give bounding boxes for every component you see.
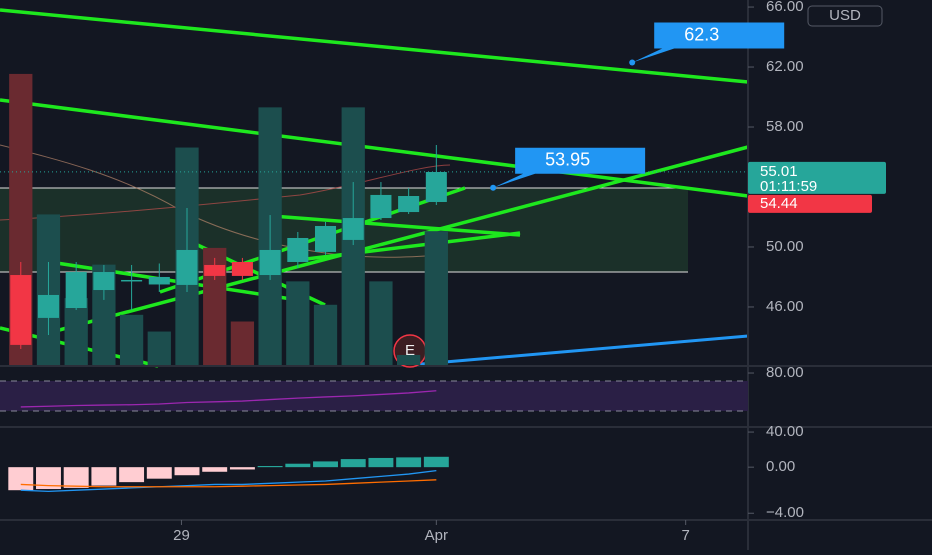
- candle-body: [314, 225, 337, 252]
- marker-price-label: 54.44: [760, 195, 798, 212]
- histogram-bar: [174, 467, 200, 476]
- x-tick-label: 7: [681, 527, 689, 544]
- macd-line: [20, 469, 437, 493]
- histogram-bar: [285, 463, 311, 468]
- last-price-badge: [748, 161, 886, 194]
- callout-label: 53.95: [545, 149, 590, 169]
- candle-body: [121, 279, 143, 282]
- histogram-bar: [257, 466, 283, 468]
- y-tick-label: 50.00: [766, 238, 804, 255]
- candle-body: [342, 218, 364, 240]
- histogram-bar: [313, 461, 338, 468]
- currency-box: [807, 5, 883, 27]
- volume-bar: [286, 281, 310, 365]
- volume-bar: [424, 231, 448, 365]
- candle-body: [425, 172, 447, 202]
- volume-bar: [119, 314, 144, 365]
- countdown: 01:11:59: [760, 178, 817, 195]
- candle-body: [148, 276, 170, 285]
- histogram-bar: [340, 459, 366, 468]
- histogram-bar: [119, 467, 145, 483]
- last-price-label: 55.01: [760, 163, 798, 180]
- volume-bar: [147, 331, 171, 365]
- histogram-bar: [229, 467, 255, 470]
- candle-body: [370, 194, 392, 219]
- marker-price-badge: [748, 194, 872, 213]
- histogram-bar: [63, 467, 89, 488]
- candle-body: [287, 237, 309, 262]
- currency: USD: [829, 7, 861, 24]
- volume-bar: [369, 281, 393, 365]
- candle-body: [259, 249, 281, 276]
- y-tick-label: −4.00: [766, 504, 804, 521]
- candle-body: [65, 272, 87, 309]
- callout-bubble: [632, 22, 785, 63]
- volume-bar: [396, 354, 421, 365]
- candle-body: [204, 264, 226, 276]
- moving-average: [0, 144, 441, 258]
- earnings-label: E: [405, 342, 415, 359]
- y-tick-label: 40.00: [766, 423, 804, 440]
- callout-label: 62.3: [684, 24, 719, 44]
- candle-body: [231, 261, 253, 276]
- signal-line: [20, 479, 437, 488]
- y-tick-label: 58.00: [766, 118, 804, 135]
- candle-body: [398, 195, 420, 213]
- candle-body: [93, 272, 115, 291]
- histogram-bar: [202, 467, 228, 472]
- x-tick-label: 29: [173, 527, 190, 544]
- histogram-bar: [368, 457, 394, 468]
- candle-body: [37, 294, 60, 318]
- volume-bar: [313, 304, 338, 365]
- y-tick-label: 80.00: [766, 364, 804, 381]
- x-tick-label: Apr: [425, 527, 448, 544]
- histogram-bar: [146, 467, 172, 479]
- candle-body: [176, 249, 198, 285]
- candle-body: [10, 275, 32, 345]
- callout-bubble: [493, 147, 646, 188]
- rsi-line: [20, 390, 437, 408]
- rsi-band: [0, 381, 748, 411]
- histogram-bar: [423, 456, 449, 468]
- y-tick-label: 0.00: [766, 458, 795, 475]
- y-tick-label: 46.00: [766, 298, 804, 315]
- volume-bar: [64, 298, 88, 365]
- histogram-bar: [8, 467, 34, 491]
- y-tick-label: 62.00: [766, 58, 804, 75]
- blue-trendline: [409, 334, 749, 367]
- histogram-bar: [36, 467, 61, 490]
- histogram-bar: [91, 467, 117, 486]
- y-tick-label: 66.00: [766, 0, 804, 15]
- histogram-bar: [396, 457, 422, 468]
- volume-bar: [203, 247, 227, 365]
- volume-bar: [230, 321, 255, 365]
